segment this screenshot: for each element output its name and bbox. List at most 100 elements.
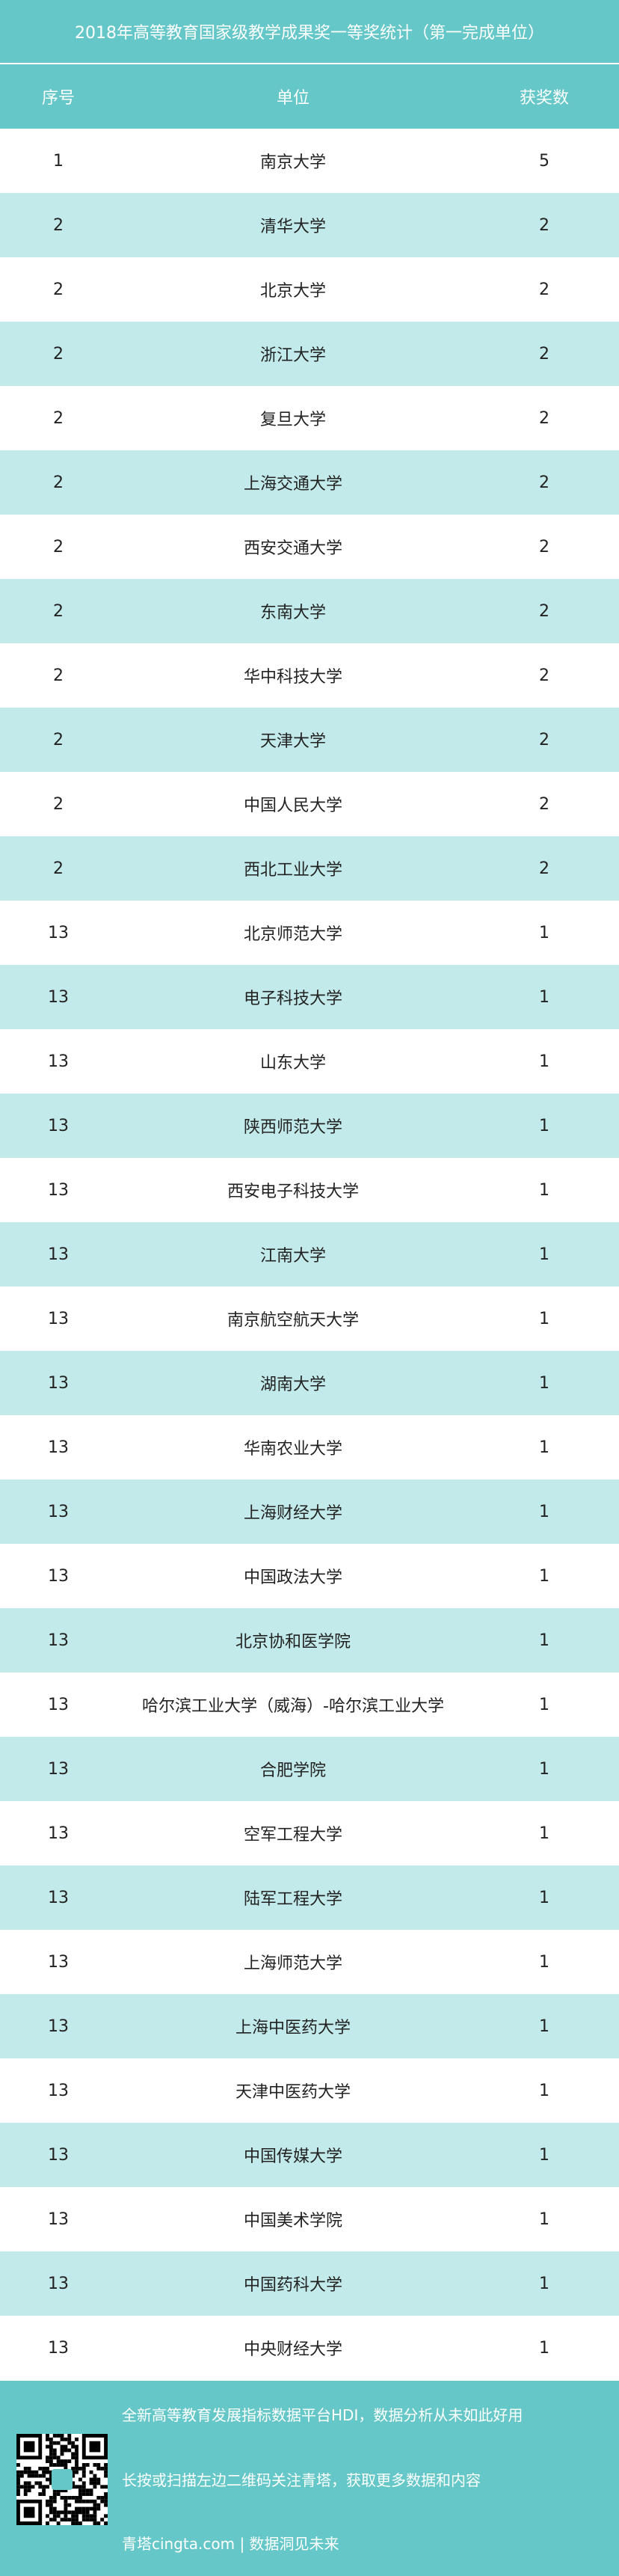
cell-rank: 13 — [48, 1759, 69, 1779]
table-row: 13 中国美术学院 1 — [0, 2187, 619, 2251]
cell-unit: 陆军工程大学 — [243, 1890, 342, 1909]
table-row: 1 南京大学 5 — [0, 129, 619, 193]
footer-follow: 长按或扫描左边二维码关注青塔，获取更多数据和内容 — [122, 2471, 481, 2489]
table-row: 13 上海师范大学 1 — [0, 1930, 619, 1994]
cell-unit: 东南大学 — [259, 604, 326, 622]
table-row: 13 上海财经大学 1 — [0, 1479, 619, 1544]
cell-rank: 13 — [48, 1631, 69, 1650]
cell-unit: 山东大学 — [259, 1054, 326, 1073]
table-row: 2 上海交通大学 2 — [0, 450, 619, 515]
cell-rank: 13 — [48, 1824, 69, 1843]
cell-unit: 天津大学 — [259, 732, 326, 751]
cell-unit: 复旦大学 — [259, 411, 326, 429]
table-row: 2 天津大学 2 — [0, 708, 619, 772]
cell-count: 1 — [539, 923, 549, 942]
cell-count: 2 — [539, 601, 549, 621]
table-header: 序号 单位 获奖数 — [0, 64, 619, 129]
cell-count: 1 — [539, 2338, 549, 2358]
table-row: 13 空军工程大学 1 — [0, 1801, 619, 1865]
table-row: 13 南京航空航天大学 1 — [0, 1287, 619, 1351]
cell-unit: 上海财经大学 — [243, 1504, 342, 1523]
cell-count: 1 — [539, 2017, 549, 2036]
table-row: 13 天津中医药大学 1 — [0, 2058, 619, 2123]
cell-count: 1 — [539, 987, 549, 1007]
header-count: 获奖数 — [519, 89, 569, 108]
cell-unit: 上海师范大学 — [243, 1954, 342, 1973]
cell-rank: 13 — [48, 2338, 69, 2358]
cell-rank: 13 — [48, 1180, 69, 1200]
table-row: 13 江南大学 1 — [0, 1222, 619, 1287]
cell-count: 1 — [539, 1180, 549, 1200]
cell-unit: 陕西师范大学 — [243, 1118, 342, 1137]
footer-promo: 全新高等教育发展指标数据平台HDI，数据分析从未如此好用 — [122, 2406, 523, 2424]
table-row: 13 中央财经大学 1 — [0, 2316, 619, 2380]
table-row: 2 北京大学 2 — [0, 257, 619, 322]
cell-unit: 西安电子科技大学 — [227, 1183, 359, 1201]
cell-count: 1 — [539, 1052, 549, 1071]
cell-rank: 13 — [48, 1373, 69, 1393]
cell-count: 2 — [539, 666, 549, 685]
cell-count: 2 — [539, 859, 549, 878]
cell-rank: 2 — [53, 473, 64, 492]
cell-rank: 13 — [48, 923, 69, 942]
cell-rank: 13 — [48, 2017, 69, 2036]
cell-rank: 13 — [48, 1566, 69, 1586]
cell-count: 1 — [539, 1116, 549, 1135]
cell-rank: 2 — [53, 859, 64, 878]
cell-count: 1 — [539, 1695, 549, 1714]
table-row: 13 中国传媒大学 1 — [0, 2123, 619, 2187]
cell-unit: 上海中医药大学 — [235, 2019, 351, 2037]
table-row: 2 东南大学 2 — [0, 579, 619, 643]
cell-rank: 13 — [48, 1695, 69, 1714]
cell-rank: 2 — [53, 215, 64, 235]
cell-unit: 空军工程大学 — [243, 1826, 342, 1844]
cell-unit: 清华大学 — [259, 218, 326, 236]
cell-rank: 13 — [48, 2274, 69, 2293]
cell-rank: 13 — [48, 1116, 69, 1135]
cell-count: 2 — [539, 473, 549, 492]
cell-rank: 13 — [48, 2145, 69, 2165]
cell-count: 1 — [539, 1309, 549, 1328]
cell-unit: 中国美术学院 — [243, 2212, 342, 2230]
cell-count: 2 — [539, 794, 549, 814]
cell-rank: 13 — [48, 2209, 69, 2229]
cell-unit: 湖南大学 — [259, 1376, 326, 1394]
table-row: 13 陆军工程大学 1 — [0, 1865, 619, 1930]
cell-count: 1 — [539, 1631, 549, 1650]
footer-link[interactable]: 青塔cingta.com | 数据洞见未来 — [122, 2535, 339, 2553]
table-row: 2 华中科技大学 2 — [0, 643, 619, 708]
cell-count: 1 — [539, 1566, 549, 1586]
cell-unit: 北京大学 — [259, 282, 326, 301]
cell-rank: 1 — [53, 151, 64, 171]
table-row: 13 北京协和医学院 1 — [0, 1608, 619, 1672]
cell-count: 1 — [539, 1245, 549, 1264]
cell-rank: 2 — [53, 794, 64, 814]
cell-rank: 13 — [48, 1438, 69, 1457]
cell-unit: 华南农业大学 — [243, 1440, 342, 1459]
cell-rank: 13 — [48, 1952, 69, 1972]
cell-unit: 北京师范大学 — [243, 925, 342, 944]
cell-count: 1 — [539, 2274, 549, 2293]
table-row: 13 合肥学院 1 — [0, 1737, 619, 1801]
cell-count: 1 — [539, 1888, 549, 1907]
cell-count: 2 — [539, 215, 549, 235]
cell-count: 2 — [539, 730, 549, 749]
cell-unit: 合肥学院 — [259, 1761, 326, 1780]
table-row: 13 湖南大学 1 — [0, 1351, 619, 1415]
table-row: 2 复旦大学 2 — [0, 386, 619, 450]
cell-unit: 浙江大学 — [259, 346, 326, 365]
cell-rank: 13 — [48, 987, 69, 1007]
cell-unit: 上海交通大学 — [243, 475, 342, 494]
cell-unit: 南京大学 — [259, 153, 326, 172]
cell-unit: 中国传媒大学 — [243, 2147, 342, 2166]
cell-unit: 中央财经大学 — [243, 2340, 342, 2359]
cell-unit: 电子科技大学 — [243, 990, 342, 1008]
cell-rank: 2 — [53, 730, 64, 749]
header-unit: 单位 — [276, 89, 310, 108]
table-row: 13 中国政法大学 1 — [0, 1544, 619, 1608]
cell-unit: 南京航空航天大学 — [227, 1311, 359, 1330]
cell-unit: 江南大学 — [259, 1247, 326, 1266]
cell-rank: 2 — [53, 666, 64, 685]
table-row: 13 西安电子科技大学 1 — [0, 1158, 619, 1222]
page-title: 2018年高等教育国家级教学成果奖一等奖统计（第一完成单位） — [0, 0, 619, 64]
